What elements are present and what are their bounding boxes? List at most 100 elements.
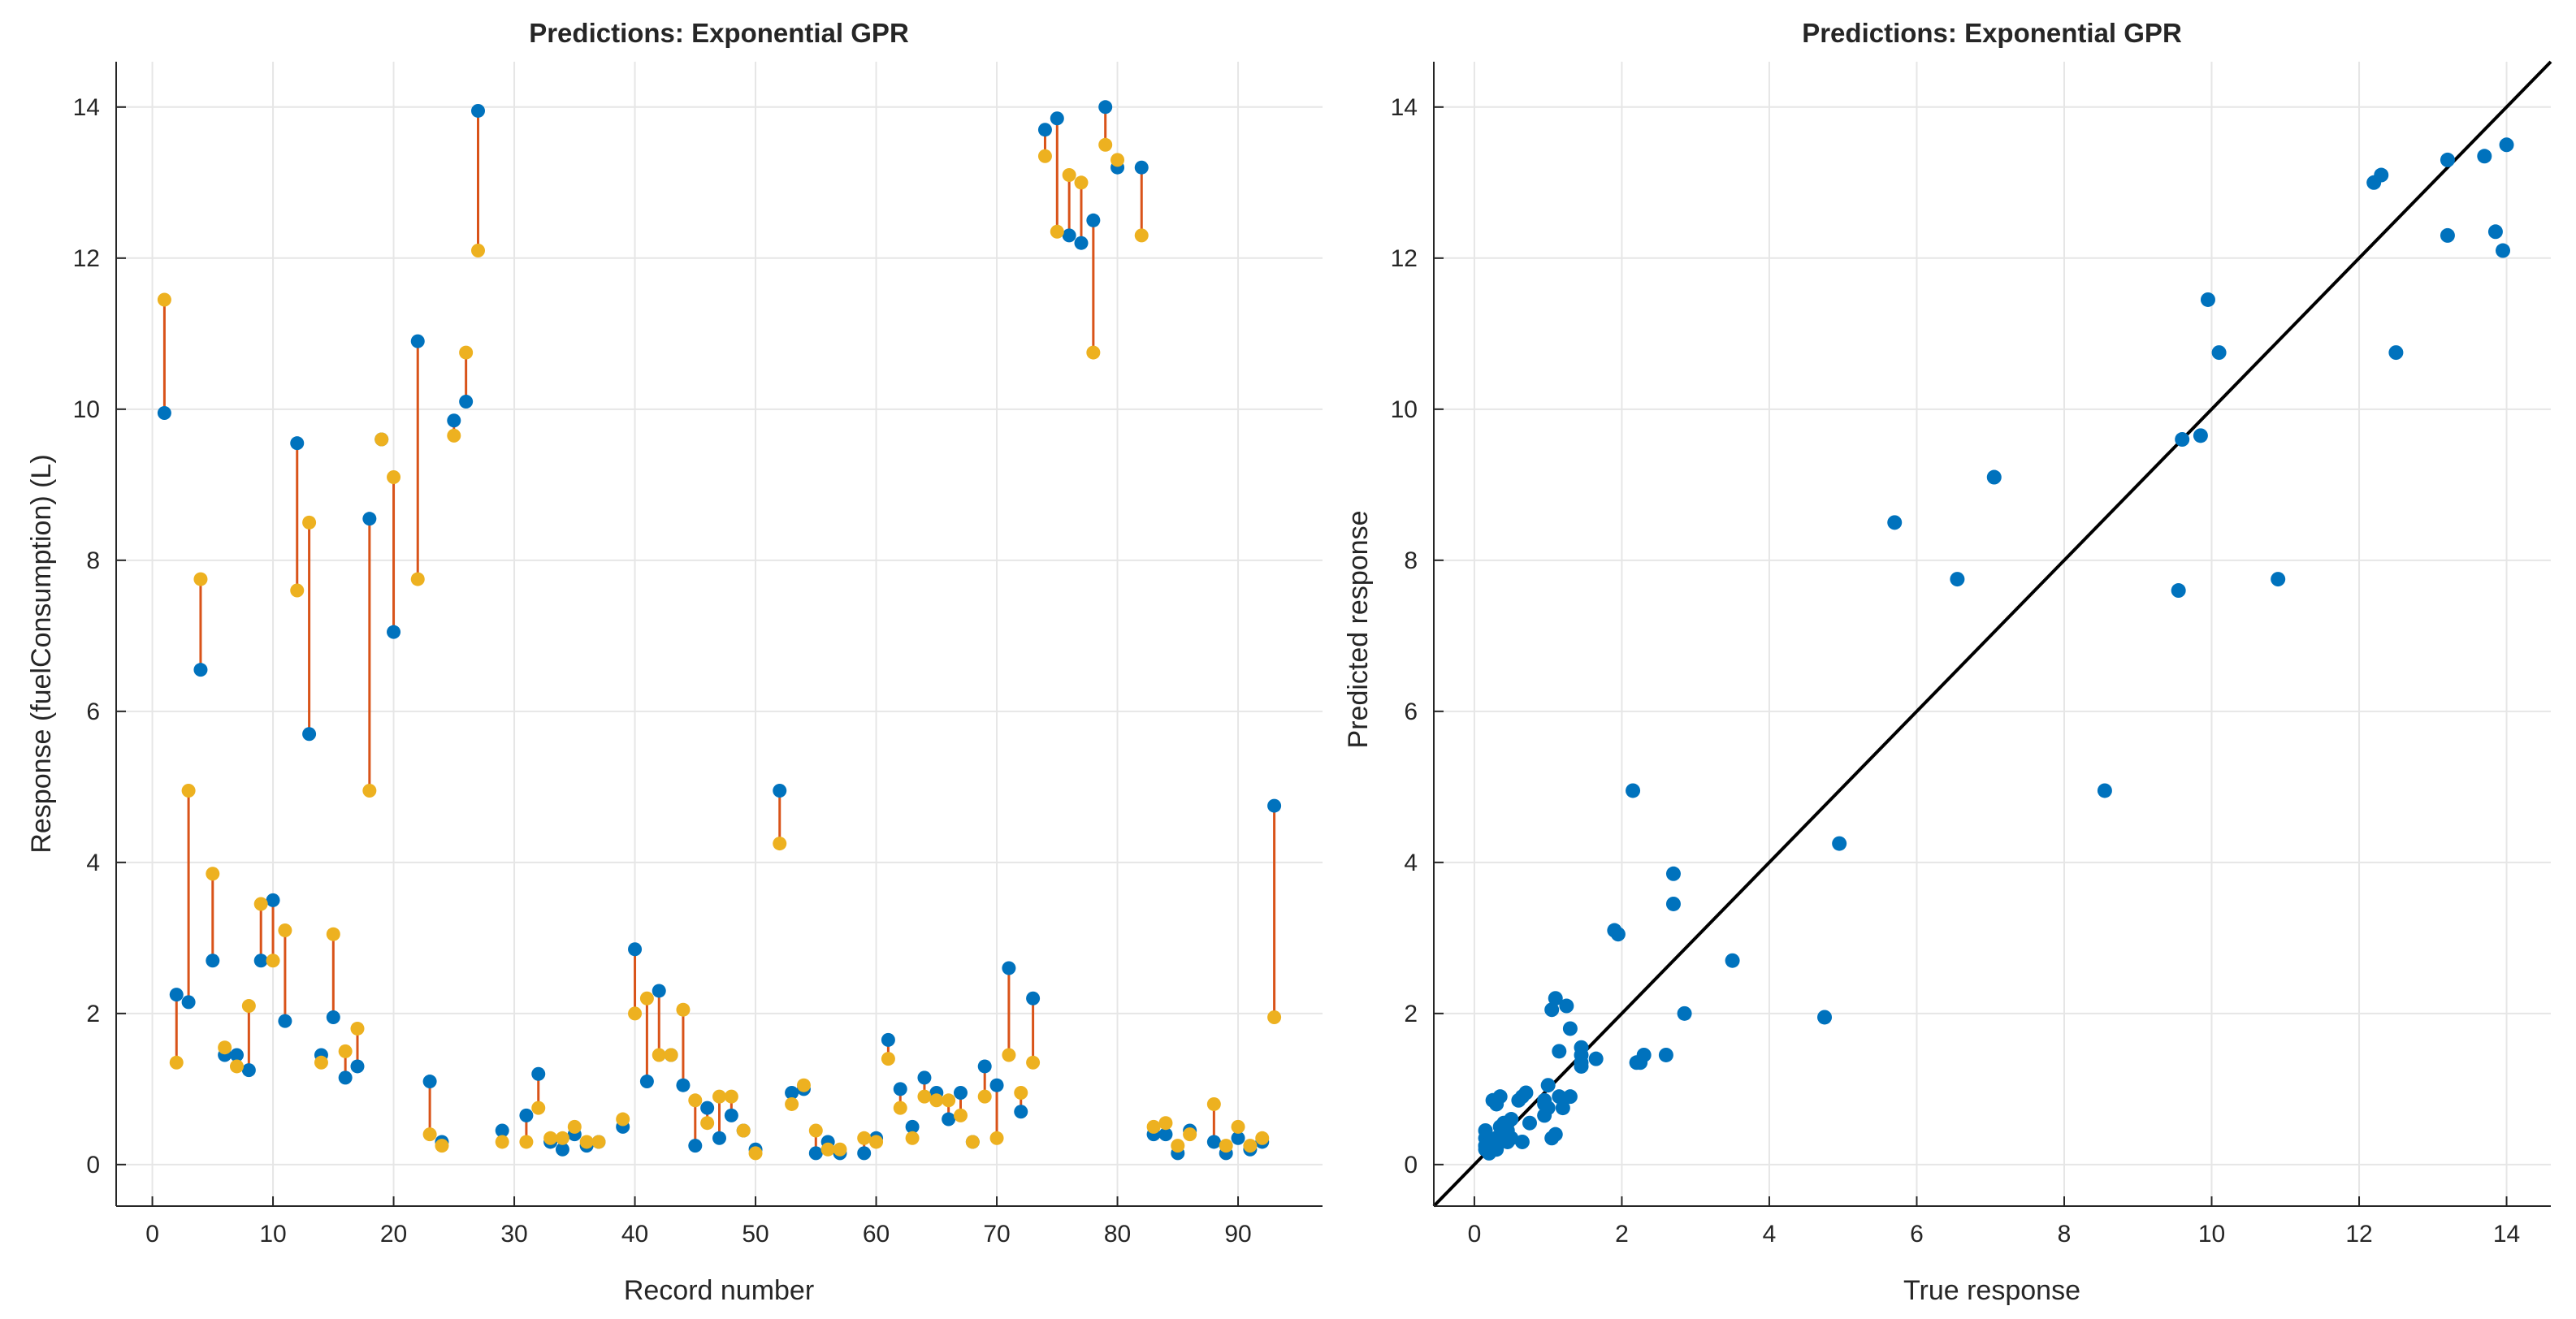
record-plot-x-tick-label: 0 [145,1221,159,1248]
predicted-point [748,1146,763,1161]
true-point [1050,111,1064,126]
predicted-point [881,1052,895,1066]
predicted-point [435,1139,449,1153]
predicted-point [785,1096,799,1111]
observation-point [1610,927,1626,942]
predicted-point [1037,149,1052,163]
true-point [193,663,208,677]
true-point [785,1085,799,1100]
observation-point [1552,1044,1567,1059]
predicted-vs-true-x-tick-label: 2 [1615,1221,1629,1248]
true-point [628,942,643,957]
observation-point [2499,137,2514,153]
true-point [266,893,280,907]
predicted-vs-true-x-tick-label: 6 [1910,1221,1924,1248]
record-plot-x-tick-label: 20 [380,1221,407,1248]
predicted-point [664,1048,678,1062]
predicted-point [905,1131,920,1145]
record-plot-y-tick-label: 14 [73,94,100,121]
observation-point [1950,572,1965,587]
true-point [808,1146,823,1161]
predicted-point [241,999,256,1014]
predicted-point [1002,1048,1016,1062]
predicted-point [1243,1139,1258,1153]
true-point [905,1119,920,1134]
record-plot-y-tick-label: 4 [86,850,100,876]
predicted-point [459,345,474,360]
record-plot-y-tick-label: 10 [73,396,100,423]
observation-point [2366,175,2382,190]
predicted-point [977,1089,992,1104]
true-point [459,395,474,409]
observation-point [1629,1055,1644,1070]
true-point [1002,961,1016,975]
record-plot-x-tick-label: 30 [500,1221,527,1248]
predicted-point [1134,228,1149,243]
observation-point [1544,1002,1560,1018]
predicted-point [1231,1119,1245,1134]
predicted-vs-true-reference-line [1432,60,2552,1208]
predicted-vs-true-axes [1433,62,2551,1207]
true-point [688,1139,703,1153]
observation-point [2211,345,2227,361]
predicted-point [1050,224,1064,239]
record-plot-y-tick-label: 12 [73,245,100,272]
predicted-point [314,1055,328,1070]
predicted-point [543,1131,558,1145]
predicted-point [1219,1139,1233,1153]
predicted-point [1014,1085,1028,1100]
predicted-vs-true-x-tick-label: 10 [2198,1221,2225,1248]
observation-point [2440,227,2455,243]
true-point [1231,1131,1245,1145]
predicted-point [869,1135,884,1149]
observation-point [1665,866,1681,881]
predicted-point [519,1135,534,1149]
true-point [157,405,171,420]
predicted-point [1171,1139,1185,1153]
predicted-point [555,1131,569,1145]
true-point [954,1085,968,1100]
true-point [290,436,305,451]
record-plot-axes [115,62,1323,1207]
predicted-point [290,583,305,598]
observation-point [1489,1096,1504,1112]
predicted-point [1062,168,1076,183]
predicted-vs-true-panel: 0 2 4 6 8 10 12 14 0 2 4 6 8 10 12 14 Predictions: Exp… [1343,18,2552,1306]
predicted-point [616,1112,630,1127]
predicted-vs-true-y-tick-label: 2 [1404,1001,1418,1027]
record-plot-x-tick-label: 80 [1104,1221,1131,1248]
predicted-point [471,244,485,258]
observation-point [2193,428,2208,443]
observation-point [1522,1115,1537,1131]
observation-point [2200,292,2215,307]
predicted-vs-true-title: Predictions: Exponential GPR [1802,18,2182,48]
predicted-point [157,292,171,307]
predicted-point [1086,345,1101,360]
observation-point [1514,1134,1530,1149]
predicted-vs-true-y-ticks: 0 2 4 6 8 10 12 14 [1391,94,1418,1178]
predicted-point [989,1131,1004,1145]
true-point [917,1070,932,1085]
predicted-point [857,1131,872,1145]
true-point [1086,213,1101,227]
predicted-point [169,1055,184,1070]
predicted-point [495,1135,509,1149]
record-plot-y-ticks: 0 2 4 6 8 10 12 14 [73,94,100,1178]
record-plot-x-axis-label: Record number [624,1275,814,1306]
predicted-point [942,1093,956,1108]
predicted-point [808,1123,823,1138]
true-point [1014,1105,1028,1119]
true-point [652,984,666,998]
predicted-point [422,1127,437,1142]
true-point [362,512,377,526]
predicted-vs-true-x-ticks: 0 2 4 6 8 10 12 14 [1468,1221,2521,1248]
predicted-point [639,991,654,1005]
observation-point [2271,572,2286,587]
predicted-point [1267,1010,1282,1024]
predicted-point [1206,1096,1221,1111]
observation-point [1832,836,1847,851]
predicted-point [567,1119,582,1134]
predicted-point [230,1059,244,1074]
true-point [1074,236,1089,250]
